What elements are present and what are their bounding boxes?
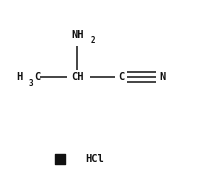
Text: CH: CH	[70, 72, 83, 82]
Text: H: H	[16, 72, 22, 82]
Text: 2: 2	[90, 36, 95, 45]
Text: NH: NH	[70, 30, 83, 40]
Text: N: N	[159, 72, 165, 82]
Text: C: C	[118, 72, 124, 82]
Text: C: C	[34, 72, 41, 82]
Text: 3: 3	[28, 79, 33, 88]
Point	[58, 158, 61, 161]
Text: HCl: HCl	[85, 154, 103, 164]
